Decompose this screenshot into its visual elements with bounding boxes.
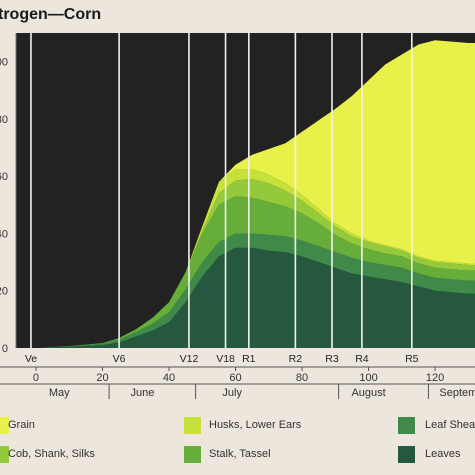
legend-swatch-husks-lower-ears — [184, 417, 201, 434]
area-series-leaf-sheaths — [36, 233, 475, 348]
stage-label-v6: V6 — [113, 353, 126, 365]
y-tick-label: 20 — [0, 286, 8, 298]
y-tick-label: 0 — [2, 343, 8, 355]
legend-swatch-leaves — [398, 446, 415, 463]
month-label-may: May — [49, 387, 70, 399]
y-tick-label: 60 — [0, 171, 8, 183]
y-tick-label: 80 — [0, 114, 8, 126]
stage-label-r4: R4 — [355, 353, 369, 365]
legend-label-leaf-sheaths: Leaf Shea — [425, 419, 475, 431]
legend-label-grain: Grain — [8, 419, 35, 431]
stage-label-v18: V18 — [216, 353, 235, 365]
stage-label-r2: R2 — [289, 353, 303, 365]
x-tick-label: 120 — [426, 372, 444, 384]
stage-label-r5: R5 — [405, 353, 419, 365]
area-series-stalk-tassel — [36, 196, 475, 348]
legend-label-leaves: Leaves — [425, 448, 461, 460]
legend-item-husks-lower-ears: Husks, Lower Ears — [184, 417, 324, 435]
legend-label-stalk-tassel: Stalk, Tassel — [209, 448, 271, 460]
stage-label-r1: R1 — [242, 353, 256, 365]
legend-item-leaves: Leaves — [398, 446, 475, 464]
x-tick-label: 60 — [229, 372, 241, 384]
legend-swatch-grain — [0, 417, 9, 434]
month-label-june: June — [130, 387, 154, 399]
x-tick-label: 80 — [296, 372, 308, 384]
area-series-grain — [36, 40, 475, 348]
y-tick-label: 40 — [0, 228, 8, 240]
area-series-leaves — [36, 247, 475, 348]
chart-title: trogen—Corn — [0, 6, 102, 23]
x-tick-label: 0 — [33, 372, 39, 384]
x-tick-label: 100 — [359, 372, 377, 384]
stage-label-r3: R3 — [325, 353, 339, 365]
y-tick-label: 100 — [0, 57, 8, 69]
legend-swatch-leaf-sheaths — [398, 417, 415, 434]
legend-label-cob-shank-silks: Cob, Shank, Silks — [8, 448, 95, 460]
month-label-july: July — [222, 387, 242, 399]
legend-item-stalk-tassel: Stalk, Tassel — [184, 446, 314, 464]
x-tick-label: 20 — [96, 372, 108, 384]
legend-swatch-stalk-tassel — [184, 446, 201, 463]
stage-label-v12: V12 — [180, 353, 199, 365]
month-label-septem: Septem — [439, 387, 475, 399]
legend-item-cob-shank-silks: Cob, Shank, Silks — [0, 446, 122, 464]
month-label-august: August — [351, 387, 385, 399]
x-tick-label: 40 — [163, 372, 175, 384]
legend-swatch-cob-shank-silks — [0, 446, 9, 463]
legend-item-grain: Grain — [0, 417, 102, 435]
legend-label-husks-lower-ears: Husks, Lower Ears — [209, 419, 302, 431]
legend-item-leaf-sheaths: Leaf Shea — [398, 417, 475, 435]
stage-label-ve: Ve — [25, 353, 37, 365]
